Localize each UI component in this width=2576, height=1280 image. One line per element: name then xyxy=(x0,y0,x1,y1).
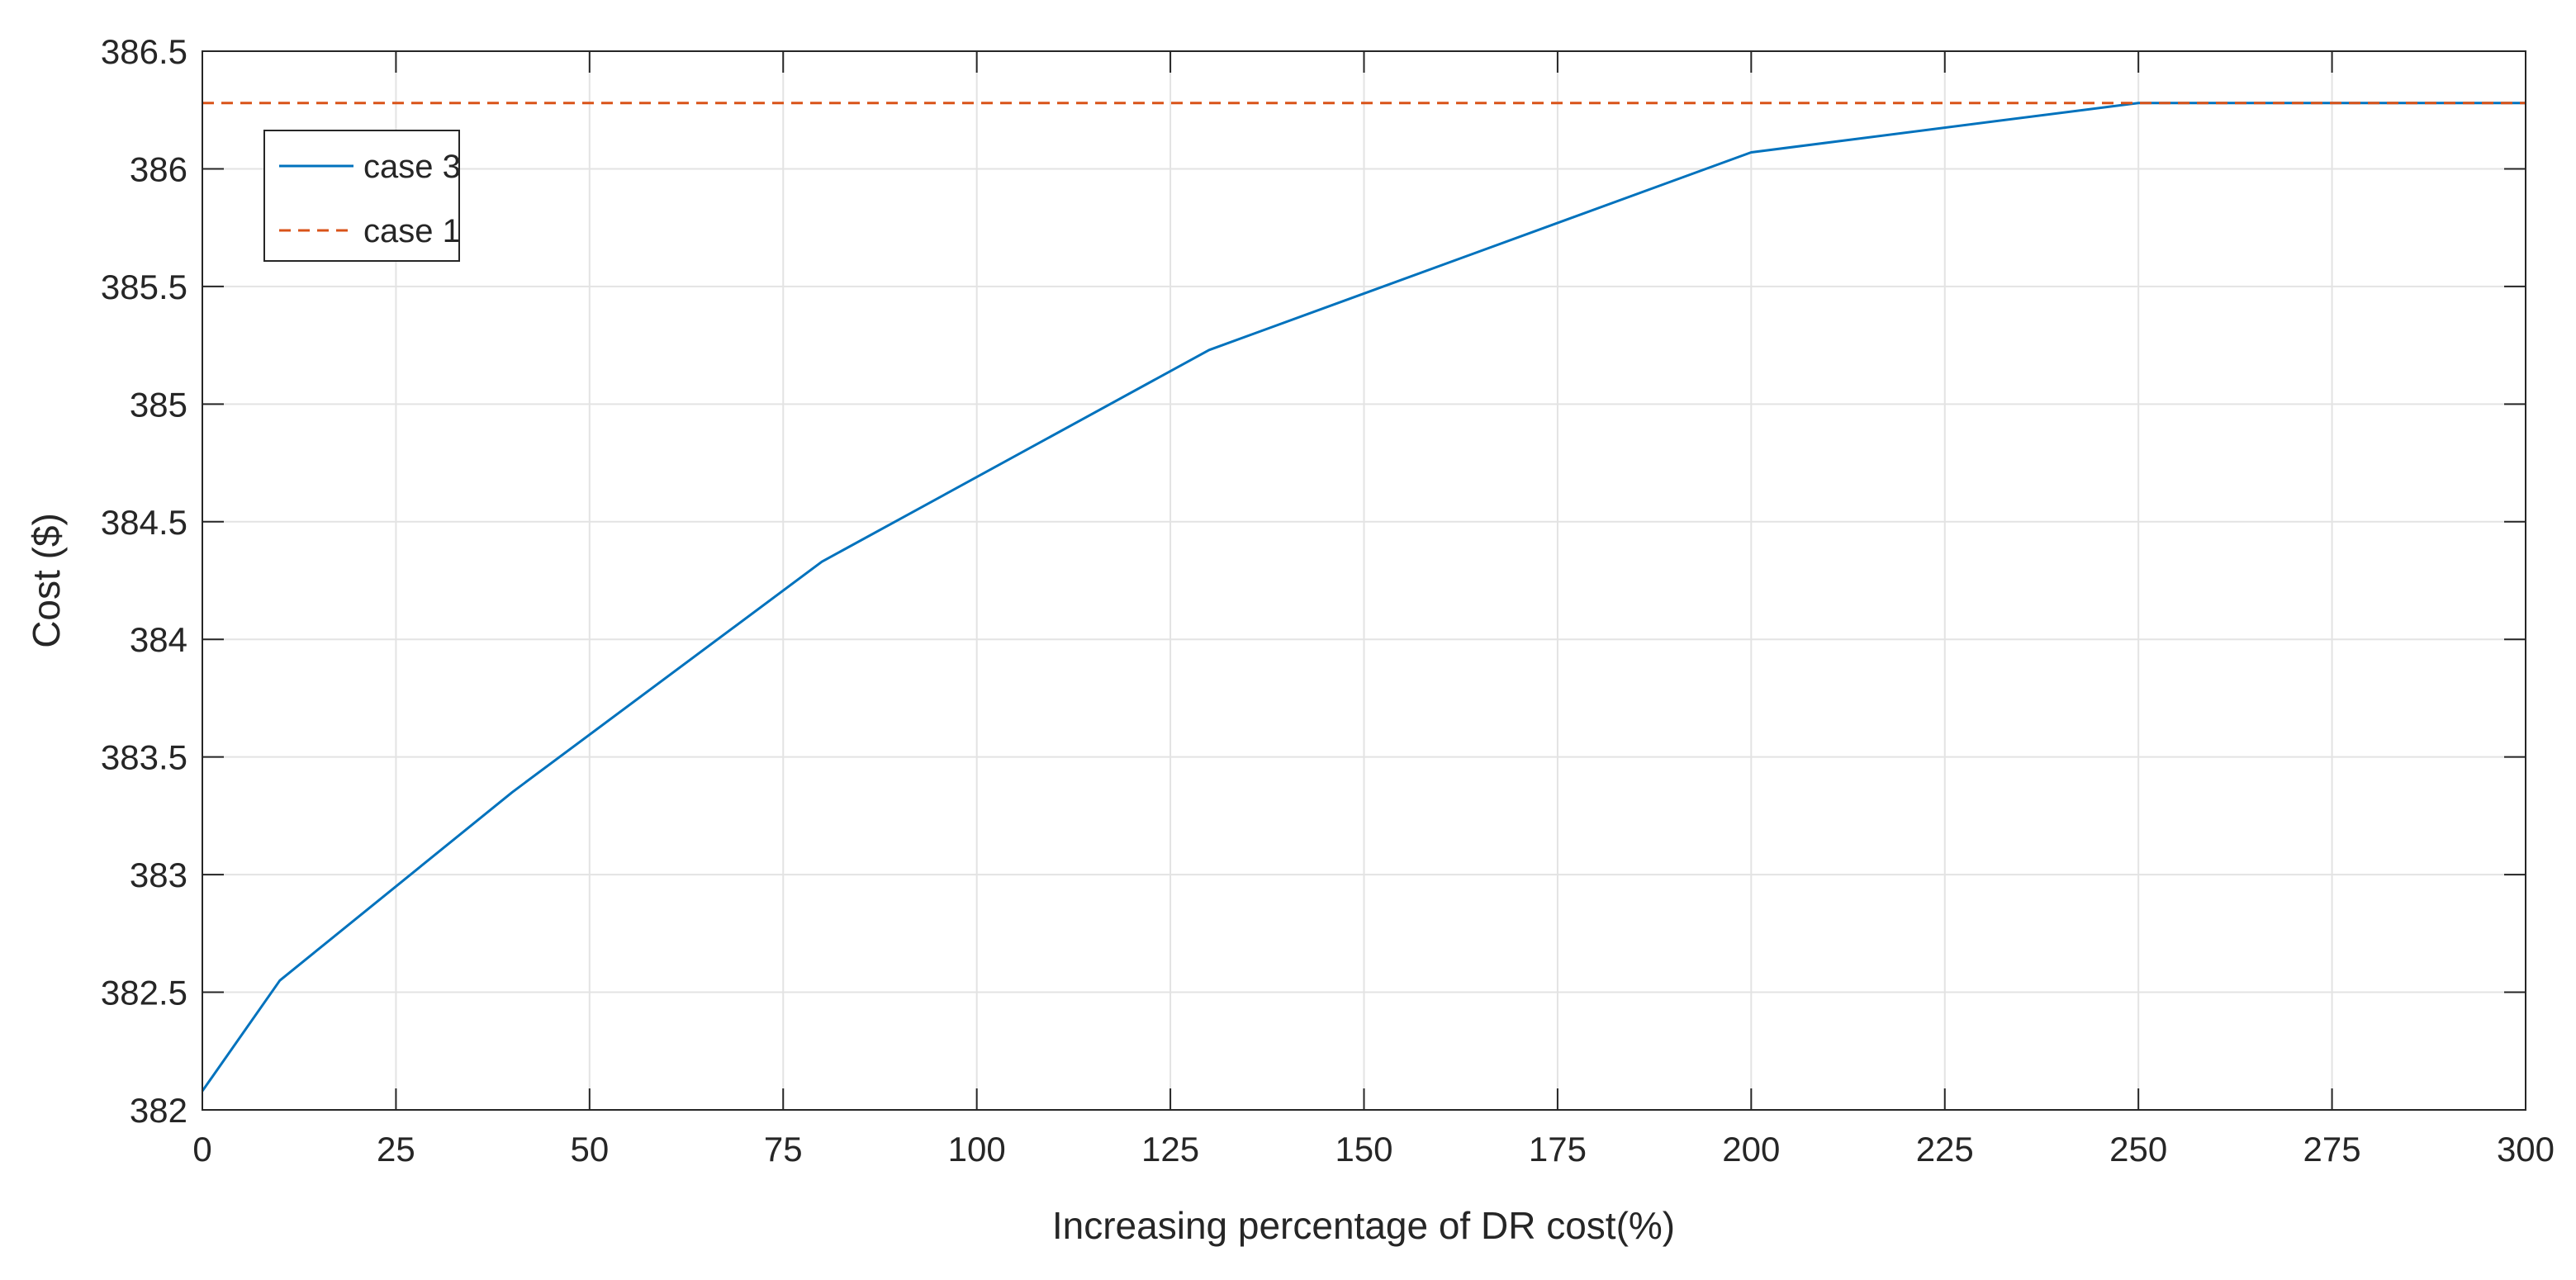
y-tick-label: 382 xyxy=(130,1091,187,1130)
series-line-case-3 xyxy=(201,102,2526,1093)
legend-label-case-3: case 3 xyxy=(363,149,461,185)
legend: case 3 case 1 xyxy=(263,130,461,262)
x-tick-label: 25 xyxy=(377,1130,415,1169)
x-tick-labels: 0 25 50 75 100 125 150 175 200 225 250 275 300 xyxy=(192,1130,2555,1169)
legend-label-case-1: case 1 xyxy=(363,213,461,249)
x-tick-label: 50 xyxy=(570,1130,609,1169)
ticks xyxy=(202,50,2526,1111)
x-tick-label: 300 xyxy=(2497,1130,2555,1169)
x-tick-label: 200 xyxy=(1722,1130,1780,1169)
y-tick-label: 382.5 xyxy=(101,974,187,1012)
y-tick-label: 384.5 xyxy=(101,503,187,542)
series-layer xyxy=(201,102,2526,1093)
y-tick-label: 385.5 xyxy=(101,268,187,306)
y-tick-label: 385 xyxy=(130,385,187,424)
y-tick-label: 383 xyxy=(130,856,187,894)
x-tick-label: 0 xyxy=(192,1130,211,1169)
x-tick-label: 125 xyxy=(1141,1130,1199,1169)
x-tick-label: 75 xyxy=(764,1130,803,1169)
x-tick-label: 175 xyxy=(1529,1130,1587,1169)
y-tick-label: 386.5 xyxy=(101,32,187,71)
y-tick-label: 384 xyxy=(130,620,187,659)
x-tick-label: 150 xyxy=(1335,1130,1392,1169)
x-tick-label: 225 xyxy=(1916,1130,1974,1169)
x-axis-label: Increasing percentage of DR cost(%) xyxy=(1052,1204,1675,1247)
y-tick-labels: 382 382.5 383 383.5 384 384.5 385 385.5 386 386.5 xyxy=(101,32,187,1130)
x-tick-label: 100 xyxy=(948,1130,1006,1169)
x-tick-label: 250 xyxy=(2109,1130,2167,1169)
y-tick-label: 386 xyxy=(130,149,187,188)
x-tick-label: 275 xyxy=(2303,1130,2361,1169)
y-tick-label: 383.5 xyxy=(101,738,187,777)
y-axis-label: Cost ($) xyxy=(25,513,68,648)
legend-box xyxy=(263,130,460,262)
